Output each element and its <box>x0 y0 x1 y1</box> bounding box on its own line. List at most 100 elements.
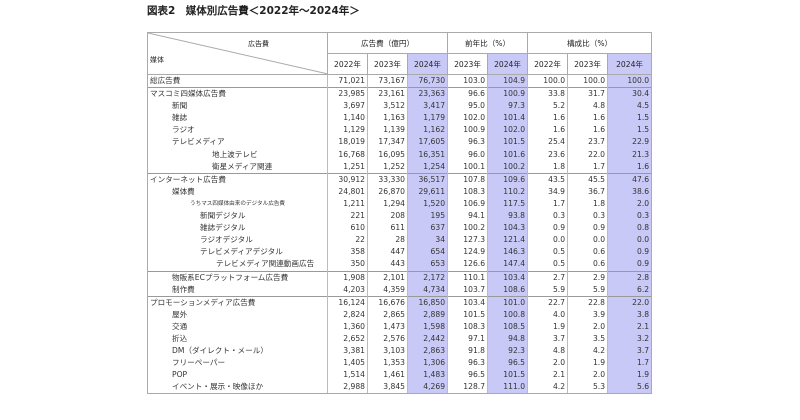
col-share-2022: 2022年 <box>527 53 569 75</box>
row-label: うちマス四媒体由来のデジタル広告費 <box>147 197 328 211</box>
cell-value: 101.5 <box>447 308 488 321</box>
cell-value: 38.6 <box>607 185 653 198</box>
cell-value: 16,124 <box>327 295 368 309</box>
table-row: 新聞デジタル 221 208 195 94.1 93.8 0.3 0.3 0.3 <box>147 210 653 223</box>
cell-value: 33,330 <box>367 172 408 186</box>
cell-value: 195 <box>406 210 448 223</box>
cell-value: 95.0 <box>447 100 488 113</box>
cell-value: 117.5 <box>487 197 528 211</box>
cell-value: 0.9 <box>527 222 568 235</box>
cell-value: 1,598 <box>406 320 448 333</box>
cell-value: 1.6 <box>527 112 568 125</box>
cell-value: 2,172 <box>406 270 448 284</box>
cell-value: 1.5 <box>607 112 653 125</box>
table-row: 雑誌 1,140 1,163 1,179 102.0 101.4 1.6 1.6 1.5 <box>147 112 653 125</box>
row-label: 制作費 <box>147 283 328 297</box>
cell-value: 29,611 <box>406 185 448 198</box>
cell-value: 100.0 <box>527 73 568 88</box>
table-row: POP 1,514 1,461 1,483 96.5 101.5 2.1 2.0 1.9 <box>147 369 653 382</box>
table-row: 折込 2,652 2,576 2,442 97.1 94.8 3.7 3.5 3.2 <box>147 332 653 346</box>
cell-value: 22 <box>327 234 368 247</box>
cell-value: 96.5 <box>487 357 528 370</box>
cell-value: 2.7 <box>527 270 568 284</box>
cell-value: 101.5 <box>487 369 528 382</box>
cell-value: 23.7 <box>567 136 608 149</box>
corner-label-top: 広告費 <box>248 40 269 48</box>
cell-value: 100.2 <box>487 160 528 174</box>
cell-value: 0.6 <box>567 258 608 271</box>
cell-value: 1.7 <box>527 197 568 211</box>
cell-value: 1,360 <box>327 320 368 333</box>
cell-value: 100.0 <box>607 73 653 88</box>
row-label: フリーペーパー <box>147 357 328 370</box>
col-yoy-2023: 2023年 <box>447 53 489 75</box>
table-row: テレビメディアデジタル 358 447 654 124.9 146.3 0.5 0.6 0.9 <box>147 246 653 259</box>
cell-value: 1,461 <box>367 369 408 382</box>
cell-value: 101.6 <box>487 148 528 161</box>
cell-value: 0.3 <box>567 210 608 223</box>
cell-value: 3.9 <box>567 308 608 321</box>
diagonal-divider <box>148 33 327 74</box>
row-label: 新聞 <box>147 100 328 113</box>
cell-value: 22.7 <box>527 295 568 309</box>
group-header-spend: 広告費（億円） <box>326 32 449 54</box>
row-label: イベント・展示・映像ほか <box>147 381 328 395</box>
cell-value: 3.7 <box>527 332 568 346</box>
col-spend-2023: 2023年 <box>367 53 408 75</box>
cell-value: 0.5 <box>527 246 568 259</box>
cell-value: 16,768 <box>327 148 368 161</box>
cell-value: 0.0 <box>567 234 608 247</box>
cell-value: 33.8 <box>527 87 568 101</box>
row-label: テレビメディア関連動画広告 <box>147 258 328 271</box>
cell-value: 1.7 <box>607 357 653 370</box>
cell-value: 108.5 <box>487 320 528 333</box>
cell-value: 31.7 <box>567 87 608 101</box>
cell-value: 104.3 <box>487 222 528 235</box>
table-row: ラジオデジタル 22 28 34 127.3 121.4 0.0 0.0 0.0 <box>147 234 653 247</box>
cell-value: 104.9 <box>487 73 528 88</box>
cell-value: 127.3 <box>447 234 488 247</box>
cell-value: 17,605 <box>406 136 448 149</box>
cell-value: 208 <box>367 210 408 223</box>
cell-value: 22.9 <box>607 136 653 149</box>
row-label: インターネット広告費 <box>147 172 328 186</box>
cell-value: 103.4 <box>447 295 488 309</box>
cell-value: 96.6 <box>447 87 488 101</box>
cell-value: 22.0 <box>567 148 608 161</box>
col-share-2023: 2023年 <box>567 53 609 75</box>
cell-value: 1.9 <box>567 357 608 370</box>
header-corner: 広告費 媒体 <box>147 32 328 75</box>
cell-value: 1,483 <box>406 369 448 382</box>
cell-value: 1.6 <box>567 124 608 137</box>
cell-value: 5.2 <box>527 100 568 113</box>
table-row: 地上波テレビ 16,768 16,095 16,351 96.0 101.6 23.6 22.… <box>147 148 653 161</box>
col-share-2024: 2024年 <box>607 53 653 75</box>
cell-value: 1,520 <box>406 197 448 211</box>
cell-value: 1.9 <box>527 320 568 333</box>
row-label: 折込 <box>147 332 328 346</box>
table-row: イベント・展示・映像ほか 2,988 3,845 4,269 128.7 111.0 4.2… <box>147 381 653 395</box>
row-label: POP <box>147 369 328 382</box>
table-row: 雑誌デジタル 610 611 637 100.2 104.3 0.9 0.9 0.8 <box>147 222 653 235</box>
row-label: ラジオ <box>147 124 328 137</box>
cell-value: 3,381 <box>327 345 368 358</box>
cell-value: 4.2 <box>527 381 568 395</box>
cell-value: 23,161 <box>367 87 408 101</box>
cell-value: 23.6 <box>527 148 568 161</box>
cell-value: 101.4 <box>487 112 528 125</box>
table-row: インターネット広告費 30,912 33,330 36,517 107.8 109.6 43… <box>147 172 653 186</box>
cell-value: 4.8 <box>527 345 568 358</box>
cell-value: 2.0 <box>567 320 608 333</box>
cell-value: 22.0 <box>607 295 653 309</box>
cell-value: 16,676 <box>367 295 408 309</box>
cell-value: 124.9 <box>447 246 488 259</box>
table-row: うちマス四媒体由来のデジタル広告費 1,211 1,294 1,520 106.9 117… <box>147 197 653 211</box>
cell-value: 3,103 <box>367 345 408 358</box>
cell-value: 100.1 <box>447 160 488 174</box>
table-row: フリーペーパー 1,405 1,353 1,306 96.3 96.5 2.0 1.9 1.7 <box>147 357 653 370</box>
table-row: 新聞 3,697 3,512 3,417 95.0 97.3 5.2 4.8 4.5 <box>147 100 653 113</box>
cell-value: 34 <box>406 234 448 247</box>
figure-title: 図表2 媒体別広告費＜2022年～2024年＞ <box>147 5 360 17</box>
cell-value: 102.0 <box>487 124 528 137</box>
cell-value: 24,801 <box>327 185 368 198</box>
